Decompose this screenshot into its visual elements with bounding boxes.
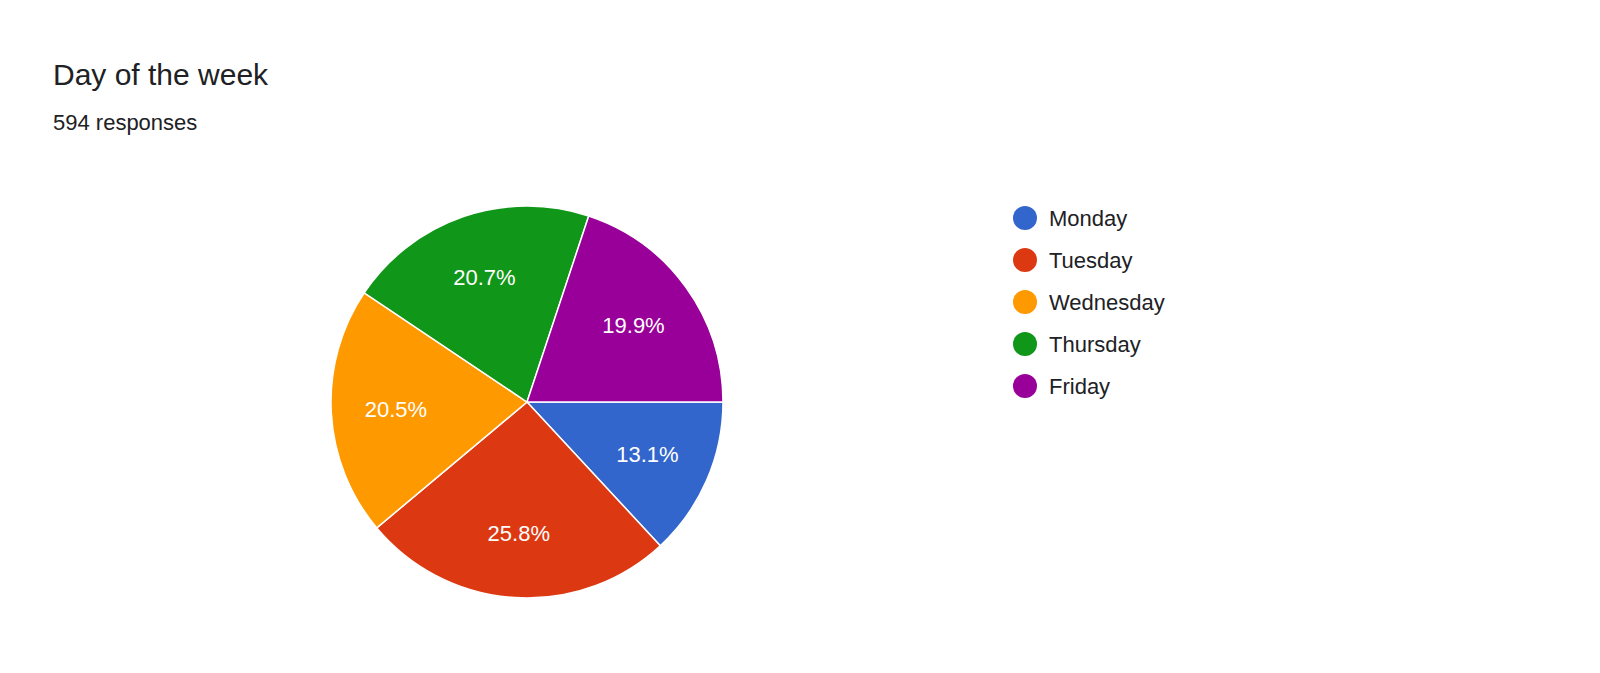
legend-swatch: [1013, 290, 1037, 314]
legend: Monday Tuesday Wednesday Thursday Friday: [1013, 206, 1165, 399]
legend-item: Wednesday: [1013, 290, 1165, 315]
data-label: 25.8%: [488, 521, 550, 546]
data-label: 20.5%: [365, 397, 427, 422]
title: Day of the week: [53, 58, 269, 91]
data-labels: 13.1% 25.8% 20.5% 20.7% 19.9%: [365, 265, 679, 545]
data-label: 19.9%: [602, 313, 664, 338]
legend-swatch: [1013, 206, 1037, 230]
legend-swatch: [1013, 332, 1037, 356]
legend-item: Friday: [1013, 374, 1110, 399]
legend-item: Monday: [1013, 206, 1127, 231]
legend-label: Thursday: [1049, 332, 1141, 357]
chart: Day of the week 594 responses 13.1% 25.8% 20…: [0, 0, 1600, 673]
subtitle: 594 responses: [53, 110, 197, 135]
legend-label: Tuesday: [1049, 248, 1133, 273]
legend-item: Thursday: [1013, 332, 1141, 357]
legend-swatch: [1013, 374, 1037, 398]
legend-label: Friday: [1049, 374, 1110, 399]
slice: [527, 216, 723, 402]
legend-label: Monday: [1049, 206, 1127, 231]
legend-label: Wednesday: [1049, 290, 1165, 315]
legend-swatch: [1013, 248, 1037, 272]
data-label: 20.7%: [453, 265, 515, 290]
legend-item: Tuesday: [1013, 248, 1133, 273]
data-label: 13.1%: [616, 442, 678, 467]
pie: [331, 206, 723, 598]
